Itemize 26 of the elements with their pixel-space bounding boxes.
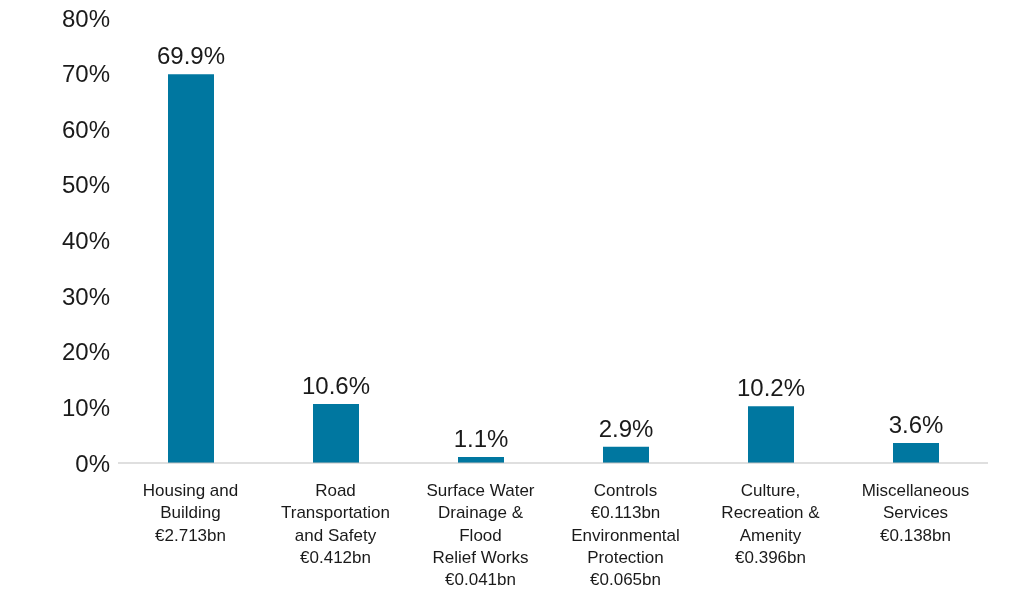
data-label: 1.1%: [453, 424, 509, 452]
data-label: 10.6%: [301, 372, 371, 400]
x-tick-label: Controls €0.113bn Environmental Protection €0.065bn: [571, 481, 680, 589]
y-tick-label: 0%: [75, 449, 110, 477]
y-tick-label: 20%: [61, 338, 110, 366]
bar: [893, 442, 939, 463]
y-tick-label: 10%: [61, 393, 110, 421]
y-tick-label: 60%: [61, 115, 110, 143]
data-label: 3.6%: [888, 410, 944, 438]
bar: [313, 404, 359, 463]
x-tick-label: Miscellaneous Services €0.138bn: [861, 481, 970, 545]
bar: [748, 406, 794, 463]
x-tick-label: Housing and Building €2.713bn: [142, 481, 239, 545]
data-label: 69.9%: [156, 42, 226, 70]
bar: [603, 446, 649, 463]
x-tick-label: Culture, Recreation & Amenity €0.396bn: [721, 481, 821, 567]
bar: [168, 74, 214, 463]
data-label: 2.9%: [598, 414, 654, 442]
y-tick-label: 50%: [61, 171, 110, 199]
x-tick-label: Surface Water Drainage & Flood Relief Works €0.041bn: [426, 481, 535, 589]
y-tick-label: 30%: [61, 282, 110, 310]
y-tick-label: 80%: [61, 4, 110, 32]
y-tick-label: 40%: [61, 227, 110, 255]
y-tick-label: 70%: [61, 60, 110, 88]
data-label: 10.2%: [736, 374, 806, 402]
x-tick-label: Road Transportation and Safety €0.412bn: [281, 481, 390, 567]
